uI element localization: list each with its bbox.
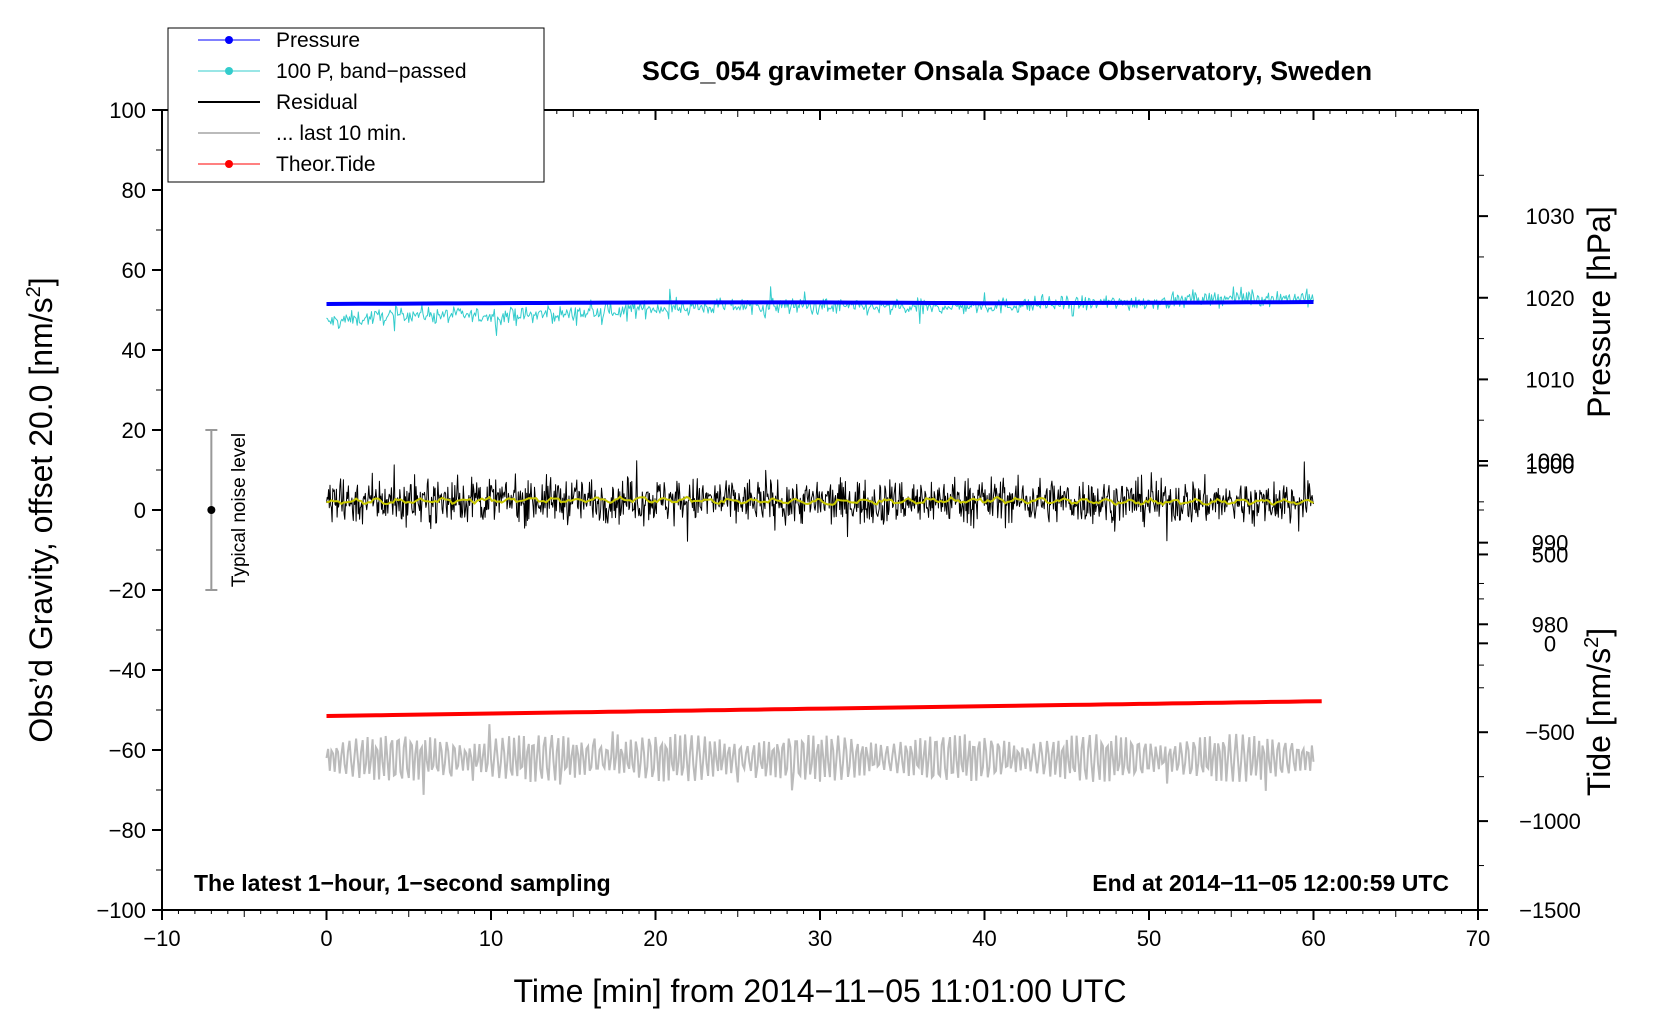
legend-marker [225, 67, 233, 75]
legend-box [167, 27, 545, 183]
legend-label: Theor.Tide [276, 153, 376, 176]
series-layer [325, 286, 1322, 795]
noise-bar-center-dot [207, 506, 216, 514]
series-theoretical-tide [326, 699, 1322, 718]
x-tick-label: 50 [1137, 926, 1161, 951]
annotation-sampling: The latest 1−hour, 1−second sampling [194, 870, 611, 896]
legend: Pressure 100 P, band−passed Residual ... la… [167, 27, 545, 183]
y-tick-label: 80 [122, 178, 146, 203]
series-last-10-min [325, 724, 1315, 795]
y-tick-label: 40 [122, 338, 146, 363]
legend-label: ... last 10 min. [276, 122, 407, 145]
series-bandpassed-pressure [326, 286, 1314, 336]
y-axis-label-left: Obs’d Gravity, offset 20.0 [nm/s2] [23, 277, 59, 742]
x-tick-label: 70 [1466, 926, 1490, 951]
legend-marker [225, 36, 233, 44]
x-tick-label: 40 [972, 926, 996, 951]
noise-level-indicator [205, 429, 218, 591]
y-axis-label-tide: Tide [nm/s2] [1581, 628, 1617, 796]
series-residual-smoothed [326, 495, 1314, 507]
ticks-layer: −10 0 10 20 30 40 50 60 70−100−80−60−40−20020406… [96, 98, 1580, 951]
x-axis-label: Time [min] from 2014−11−05 11:01:00 UTC [513, 973, 1126, 1009]
tide-tick-label: 500 [1532, 542, 1569, 567]
y-label-tide-sup: 2 [1581, 637, 1603, 648]
annotation-end-time: End at 2014−11−05 12:00:59 UTC [1092, 870, 1449, 896]
x-tick-label: 60 [1301, 926, 1325, 951]
series-residual [326, 460, 1314, 542]
y-tick-label: 100 [109, 98, 146, 123]
y-tick-label: 0 [134, 498, 146, 523]
tide-tick-label: −1500 [1519, 898, 1581, 923]
pressure-tick-label: 1010 [1526, 367, 1575, 392]
pressure-tick-label: 990 [1532, 531, 1569, 556]
y-tick-label: 20 [122, 418, 146, 443]
y-tick-label: −20 [109, 578, 146, 603]
y-tick-label: −60 [109, 738, 146, 763]
tide-tick-label: 1000 [1526, 454, 1575, 479]
y-label-tide-end: ] [1581, 628, 1617, 637]
x-tick-label: 0 [320, 926, 332, 951]
tide-tick-label: 0 [1544, 631, 1556, 656]
y-tick-label: −100 [96, 898, 146, 923]
x-tick-label: 10 [479, 926, 503, 951]
y-tick-label: −80 [109, 818, 146, 843]
noise-level-label: Typical noise level [229, 433, 250, 587]
tide-tick-label: −1000 [1519, 809, 1581, 834]
y-label-tide-main: Tide [nm/s [1581, 648, 1617, 796]
x-tick-label: 20 [643, 926, 667, 951]
chart-title: SCG_054 gravimeter Onsala Space Observat… [642, 56, 1372, 86]
pressure-tick-label: 1000 [1526, 449, 1575, 474]
legend-label: Residual [276, 91, 358, 114]
y-label-left-main: Obs’d Gravity, offset 20.0 [nm/s [23, 297, 59, 742]
legend-label: Pressure [276, 29, 360, 52]
y-tick-label: 60 [122, 258, 146, 283]
pressure-tick-label: 1020 [1526, 286, 1575, 311]
legend-marker [225, 160, 233, 168]
x-tick-label: −10 [143, 926, 180, 951]
y-axis-label-pressure: Pressure [hPa] [1581, 206, 1617, 418]
legend-entries: Pressure 100 P, band−passed Residual ... la… [198, 29, 467, 176]
series-pressure [326, 300, 1314, 306]
y-label-left-end: ] [23, 277, 59, 286]
tide-tick-label: −500 [1525, 720, 1575, 745]
y-tick-label: −40 [109, 658, 146, 683]
pressure-tick-label: 1030 [1526, 204, 1575, 229]
y-label-left-sup: 2 [23, 286, 45, 297]
legend-label: 100 P, band−passed [276, 60, 467, 83]
x-tick-label: 30 [808, 926, 832, 951]
pressure-tick-label: 980 [1532, 612, 1569, 637]
